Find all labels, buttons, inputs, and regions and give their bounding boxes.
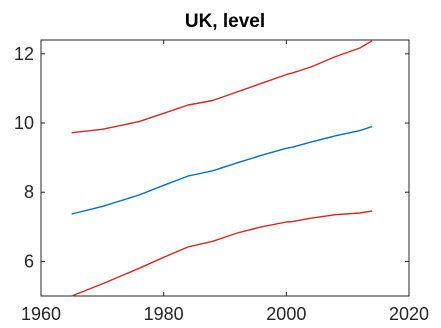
x-axis: 1960 1980 2000 2020 [21,40,429,324]
x-tick-label: 2020 [389,304,429,324]
x-tick-label: 1960 [21,304,61,324]
y-tick-label: 12 [14,44,34,64]
series-group [71,40,373,297]
plot-area: 1960 1980 2000 2020 6 8 10 12 [14,39,429,324]
lower-band-line [71,210,373,297]
x-tick-label: 2000 [266,304,306,324]
y-tick-label: 6 [24,251,34,271]
y-axis: 6 8 10 12 [14,44,409,271]
chart-title: UK, level [185,11,265,32]
y-tick-label: 8 [24,182,34,202]
upper-band-line [71,40,373,134]
x-tick-label: 1980 [144,304,184,324]
level-line [71,125,373,215]
y-tick-label: 10 [14,113,34,133]
axes-box [40,39,410,297]
